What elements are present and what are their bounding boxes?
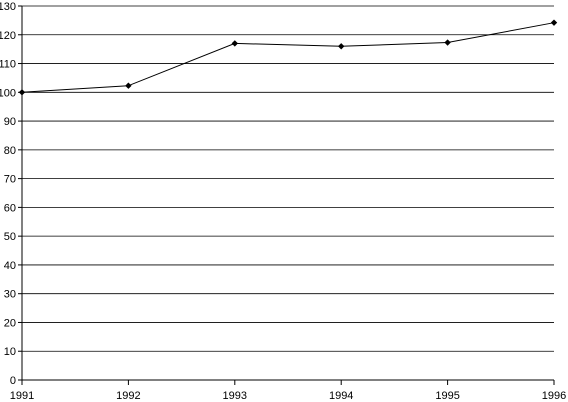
y-tick-label: 130 — [0, 1, 16, 13]
data-point-marker — [444, 39, 451, 46]
axes — [21, 6, 554, 381]
x-tick-label: 1992 — [116, 390, 140, 402]
data-point-marker — [125, 82, 132, 89]
series-line — [21, 22, 555, 93]
x-tick-label: 1994 — [329, 390, 353, 402]
y-tick-label: 30 — [4, 289, 16, 301]
y-tick-label: 90 — [4, 116, 16, 128]
y-axis-ticks: 0 10 20 30 40 50 60 70 80 90 100 110 120 130 — [0, 1, 22, 387]
gridlines — [22, 5, 554, 352]
x-tick-label: 1991 — [10, 390, 34, 402]
y-tick-label: 40 — [4, 260, 16, 272]
y-tick-label: 70 — [4, 174, 16, 186]
data-point-marker — [338, 43, 345, 50]
data-point-marker — [550, 19, 558, 26]
y-tick-label: 120 — [0, 30, 16, 42]
y-tick-label: 20 — [4, 317, 16, 329]
y-tick-label: 100 — [0, 87, 16, 99]
x-tick-label: 1996 — [542, 390, 566, 402]
y-tick-label: 110 — [0, 59, 16, 71]
y-tick-label: 0 — [10, 375, 16, 387]
y-tick-label: 80 — [4, 145, 16, 157]
x-tick-label: 1993 — [223, 390, 247, 402]
y-tick-label: 50 — [4, 231, 16, 243]
data-point-marker — [18, 89, 26, 96]
y-tick-label: 10 — [4, 346, 16, 358]
y-tick-label: 60 — [4, 202, 16, 214]
data-point-marker — [231, 40, 238, 47]
series-layer — [18, 19, 558, 96]
x-tick-label: 1995 — [435, 390, 459, 402]
x-axis-ticks: 1991 1992 1993 1994 1995 1996 — [10, 380, 566, 402]
